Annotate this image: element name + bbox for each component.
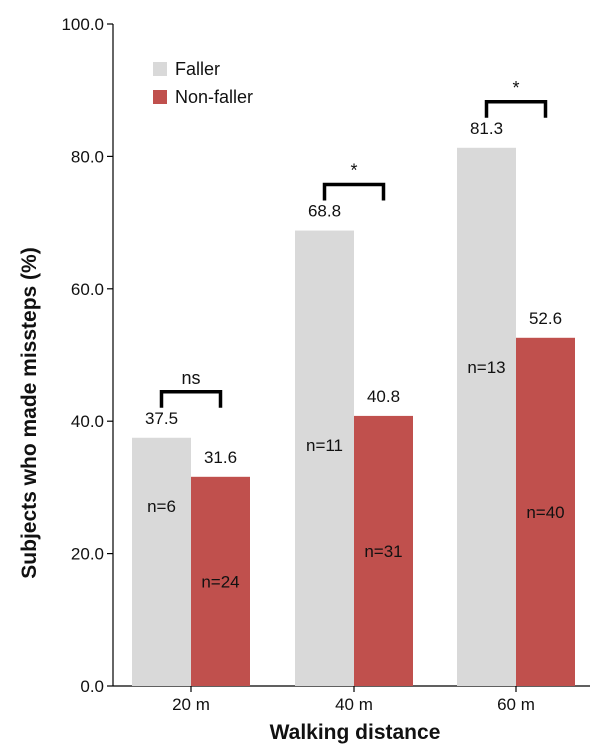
significance-label: * [350,161,357,181]
data-label-faller: 81.3 [470,119,503,138]
legend-swatch-faller [153,62,167,76]
bar-non-faller [191,476,250,686]
significance-brackets: ns * * [159,78,548,408]
y-tick-label: 40.0 [71,412,104,431]
x-tick-label: 60 m [497,695,535,714]
bar-non-faller [354,415,413,686]
y-tick-label: 80.0 [71,147,104,166]
legend-swatch-non-faller [153,90,167,104]
x-axis: 20 m 40 m 60 m [113,685,590,714]
x-tick-label: 20 m [172,695,210,714]
n-label-faller: n=6 [147,497,176,516]
data-label-faller: 68.8 [308,202,341,221]
y-tick-label: 0.0 [80,677,104,696]
bar-faller [457,147,516,686]
y-tick-label: 60.0 [71,280,104,299]
y-tick-label: 20.0 [71,545,104,564]
significance-bracket [322,182,386,201]
bars [132,147,575,686]
bar-faller [295,230,354,686]
significance-bracket [159,390,223,408]
x-axis-label: Walking distance [270,721,441,744]
n-label-faller: n=11 [306,436,343,455]
data-label-non-faller: 40.8 [367,387,400,406]
n-label-non-faller: n=40 [526,503,564,522]
n-label-non-faller: n=31 [364,542,402,561]
x-tick-label: 40 m [335,695,373,714]
data-label-faller: 37.5 [145,409,178,428]
y-axis-label: Subjects who made missteps (%) [18,247,41,578]
data-labels: 37.5 31.6 n=6 n=24 68.8 40.8 n=11 n=31 81.3 52.6 n… [145,119,565,592]
legend-label-non-faller: Non-faller [175,87,253,107]
significance-label: ns [181,368,200,388]
data-label-non-faller: 31.6 [204,448,237,467]
y-tick-label: 100.0 [61,15,104,34]
data-label-non-faller: 52.6 [529,309,562,328]
legend-label-faller: Faller [175,59,220,79]
y-axis: 0.0 20.0 40.0 60.0 80.0 100.0 [61,15,114,696]
significance-bracket [484,100,548,118]
bar-non-faller [516,337,575,686]
n-label-non-faller: n=24 [201,572,239,591]
legend: Faller Non-faller [153,59,253,107]
significance-label: * [512,78,519,98]
n-label-faller: n=13 [467,358,505,377]
bar-faller [132,437,191,686]
